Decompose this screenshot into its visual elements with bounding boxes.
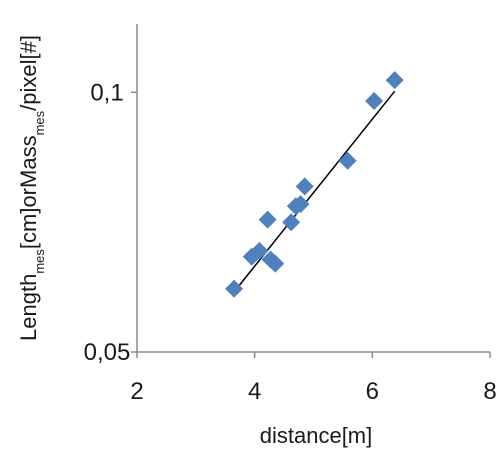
y-axis-title-part: [cm]orMass xyxy=(16,135,41,249)
y-axis-title-subscript: mes xyxy=(32,110,47,135)
data-point xyxy=(225,279,244,298)
data-point xyxy=(250,241,269,260)
data-point xyxy=(291,195,310,214)
trendline xyxy=(233,90,396,293)
data-point xyxy=(282,213,301,232)
y-tick-label: 0,1 xyxy=(90,79,123,106)
data-point xyxy=(266,254,285,273)
x-tick-label: 4 xyxy=(248,378,261,405)
x-axis-title: distance[m] xyxy=(260,423,373,448)
x-tick-label: 6 xyxy=(366,378,379,405)
x-axis-ticks: 2 4 6 8 xyxy=(130,352,497,405)
y-axis-title: Lengthmes[cm]orMassmes/pixel[#] xyxy=(16,35,47,341)
data-point xyxy=(338,151,357,170)
data-point xyxy=(295,177,314,196)
y-axis-ticks: 0,05 0,1 xyxy=(84,79,137,366)
data-point xyxy=(258,210,277,229)
x-tick-label: 8 xyxy=(483,378,496,405)
data-point xyxy=(365,92,384,111)
y-tick-label: 0,05 xyxy=(84,339,131,366)
x-tick-label: 2 xyxy=(130,378,143,405)
data-point xyxy=(385,71,404,90)
y-axis-title-subscript: mes xyxy=(32,249,47,274)
y-axis-title-part: /pixel[#] xyxy=(16,35,41,111)
y-axis-title-part: Length xyxy=(16,274,41,341)
data-points xyxy=(225,71,404,298)
